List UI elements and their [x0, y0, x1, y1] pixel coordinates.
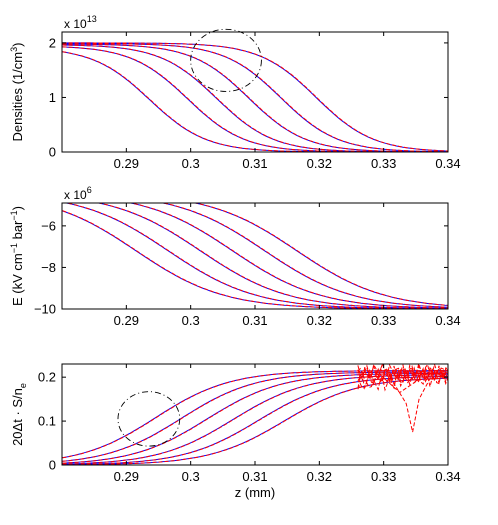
x-tick-label: 0.33: [371, 313, 396, 328]
series-6-dashed-line: [62, 377, 448, 465]
x-tick-label: 0.31: [242, 313, 267, 328]
x-tick-label: 0.32: [307, 156, 332, 171]
x-tick-label: 0.3: [182, 313, 200, 328]
y-tick-label: 2: [49, 35, 56, 50]
panel-middle: 0.29 0.3 0.31 0.32 0.33 0.34 −10 −8 −6 x 106 E (kV…: [9, 185, 461, 328]
y-tick-label: 0.2: [38, 370, 56, 385]
series-4-dashed-line: [62, 374, 448, 465]
axes-frame: [61, 202, 449, 310]
series-1-solid-line: [62, 51, 448, 152]
series-4-solid-line: [62, 374, 448, 465]
series-6-solid-line: [62, 42, 448, 152]
x-tick-label: 0.34: [435, 156, 460, 171]
red-dip-line: [389, 374, 433, 433]
series-2-solid-line: [62, 46, 448, 152]
series-2-solid-line: [62, 371, 448, 462]
axis-multiplier: x 106: [64, 185, 92, 202]
series-group: [62, 203, 448, 309]
axes-frame: [61, 31, 449, 153]
series-5-solid-line: [62, 43, 448, 152]
y-tick-label: 0: [49, 145, 56, 160]
x-tick-label: 0.31: [242, 156, 267, 171]
x-tick-label: 0.29: [114, 469, 139, 484]
series-group: [62, 364, 448, 465]
noisy-red-line-6: [357, 369, 448, 392]
x-tick-label: 0.34: [435, 469, 460, 484]
y-axis-label: E (kV cm−1 bar−1): [9, 206, 25, 306]
series-1-dashed-line: [62, 370, 448, 459]
series-3-solid-line: [62, 44, 448, 152]
series-5-solid-line: [160, 203, 448, 308]
annotation-circle: [117, 391, 181, 447]
x-tick-label: 0.29: [114, 156, 139, 171]
series-3-dashed-line: [62, 44, 448, 152]
series-5-dashed-line: [161, 203, 448, 308]
series-2-dashed-line: [62, 46, 448, 152]
series-4-dashed-line: [62, 43, 448, 152]
series-5-dashed-line: [62, 375, 448, 465]
series-3-dashed-line: [96, 203, 448, 309]
y-tick-label: 1: [49, 90, 56, 105]
x-axis-label: z (mm): [235, 485, 275, 500]
annotation-circle: [190, 28, 262, 92]
series-6-dashed-line: [62, 42, 448, 152]
x-tick-label: 0.29: [114, 313, 139, 328]
series-4-solid-line: [128, 203, 448, 309]
y-tick-label: 0: [49, 458, 56, 473]
y-axis-label: 20Δt · S/ne: [10, 383, 28, 446]
red-dip-line-2: [380, 374, 417, 394]
x-tick-label: 0.33: [371, 156, 396, 171]
noisy-red-line-2: [357, 364, 448, 382]
series-6-dashed-line: [193, 203, 448, 306]
series-6-solid-line: [192, 203, 448, 306]
series-5-solid-line: [62, 375, 448, 465]
series-4-dashed-line: [129, 203, 448, 309]
x-tick-label: 0.34: [435, 313, 460, 328]
series-4-solid-line: [62, 43, 448, 152]
series-2-dashed-line: [62, 371, 448, 462]
x-tick-label: 0.31: [242, 469, 267, 484]
series-2-dashed-line: [64, 203, 448, 309]
series-group: [62, 42, 448, 152]
series-6-solid-line: [62, 377, 448, 465]
x-tick-label: 0.32: [307, 469, 332, 484]
y-tick-label: 0.1: [38, 414, 56, 429]
series-5-dashed-line: [62, 43, 448, 152]
noisy-red-line-1: [357, 364, 448, 379]
panel-top: 0.29 0.3 0.31 0.32 0.33 0.34 0 1 2 x 1013 Densitie…: [9, 14, 461, 171]
x-tick-label: 0.32: [307, 313, 332, 328]
y-tick-label: −6: [41, 218, 56, 233]
y-tick-label: −8: [41, 260, 56, 275]
noisy-red-line-3: [357, 365, 448, 383]
series-2-solid-line: [64, 203, 448, 309]
y-tick-label: −10: [34, 302, 56, 317]
x-tick-label: 0.3: [182, 469, 200, 484]
series-3-solid-line: [96, 203, 448, 309]
x-tick-label: 0.3: [182, 156, 200, 171]
x-tick-label: 0.33: [371, 469, 396, 484]
y-axis-label: Densities (1/cm3): [9, 43, 25, 142]
axis-multiplier: x 1013: [64, 14, 97, 31]
panel-bottom: 0.29 0.3 0.31 0.32 0.33 0.34 0 0.1 0.2 20Δt · S/n…: [10, 363, 461, 500]
series-1-dashed-line: [62, 51, 448, 152]
